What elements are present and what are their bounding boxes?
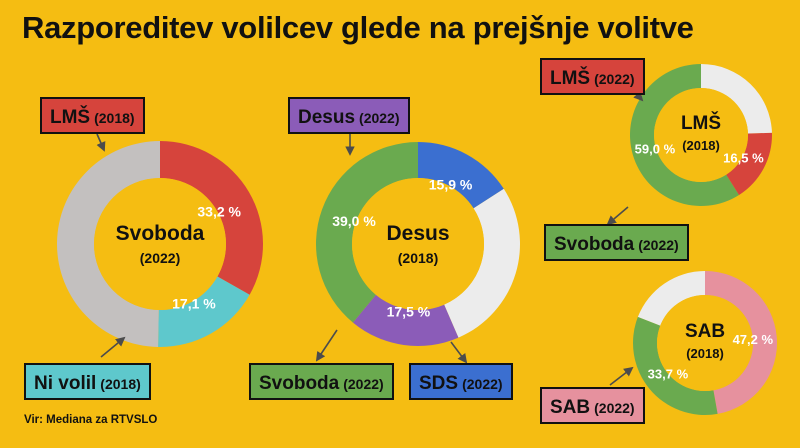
donut-hole [94,178,226,310]
donut-center-subtitle: (2022) [140,250,180,266]
donut-slice [444,188,521,338]
donut-slice [630,64,740,206]
slice-value-label: 47,2 % [733,332,774,347]
donut-slice [418,142,504,209]
donut-slice [701,64,772,134]
slice-value-label: 33,7 % [648,366,689,381]
donut-hole [352,178,484,310]
party-label: Svoboda (2022) [249,363,394,400]
connector-arrow [606,206,629,226]
donut-slice [352,294,459,346]
donut-slice [160,141,263,295]
party-year: (2022) [343,376,384,392]
party-label: LMŠ (2022) [540,58,645,95]
party-year: (2022) [638,237,679,253]
party-name: LMŠ [50,107,91,128]
party-name: Svoboda [259,373,340,394]
party-label: SDS (2022) [409,363,513,400]
donut-center-title: SAB [685,321,725,342]
donut-center-subtitle: (2018) [398,250,438,266]
donut-slice [633,316,718,415]
donut-center-title: Svoboda [116,222,205,245]
connector-arrow [609,366,634,386]
slice-value-label: 39,0 % [332,213,376,229]
party-name: Svoboda [554,234,635,255]
party-name: SAB [550,397,591,418]
donut-slice [705,271,778,414]
party-year: (2022) [462,376,503,392]
connector-arrow [100,336,126,358]
donut-1: 33,2 % 17,1 % Svoboda (2022) [56,141,263,347]
donut-hole [657,295,753,391]
party-year: (2022) [359,110,400,126]
party-year: (2022) [594,71,635,87]
donut-4: 47,2 % 33,7 % SAB (2018) [633,271,778,415]
party-year: (2018) [100,376,141,392]
donut-slice [316,142,418,323]
source-note: Vir: Mediana za RTVSLO [24,414,158,426]
party-label: LMŠ (2018) [40,97,145,134]
party-label: Desus (2022) [288,97,410,134]
party-label: Ni volil (2018) [24,363,151,400]
donut-2: 15,9 % 39,0 % 17,5 % Desus (2018) [316,142,521,346]
donut-slice [158,276,250,347]
party-name: Ni volil [34,373,97,394]
donut-3: 59,0 % 16,5 % LMŠ (2018) [630,64,772,206]
donut-slice [726,132,772,195]
slice-value-label: 15,9 % [429,176,473,192]
party-label: SAB (2022) [540,387,645,424]
party-label: Svoboda (2022) [544,224,689,261]
connector-arrow [450,341,468,364]
connector-arrow [96,133,106,152]
donut-center-subtitle: (2018) [682,138,720,153]
donut-center-title: LMŠ [681,112,721,134]
chart-title: Razporeditev volilcev glede na prejšnje … [22,10,694,45]
party-year: (2018) [94,110,135,126]
donut-center-title: Desus [386,222,449,245]
connector-arrow [315,329,338,362]
donut-slice [56,141,161,347]
slice-value-label: 17,1 % [172,296,216,312]
donut-hole [654,88,748,182]
party-year: (2022) [594,400,635,416]
slice-value-label: 17,5 % [387,303,431,319]
slice-value-label: 59,0 % [635,141,676,156]
slice-value-label: 33,2 % [197,204,241,220]
party-name: Desus [298,107,356,128]
donut-slice [637,271,705,326]
party-name: SDS [419,373,459,394]
slice-value-label: 16,5 % [723,150,764,165]
donut-center-subtitle: (2018) [686,346,724,361]
party-name: LMŠ [550,68,591,89]
